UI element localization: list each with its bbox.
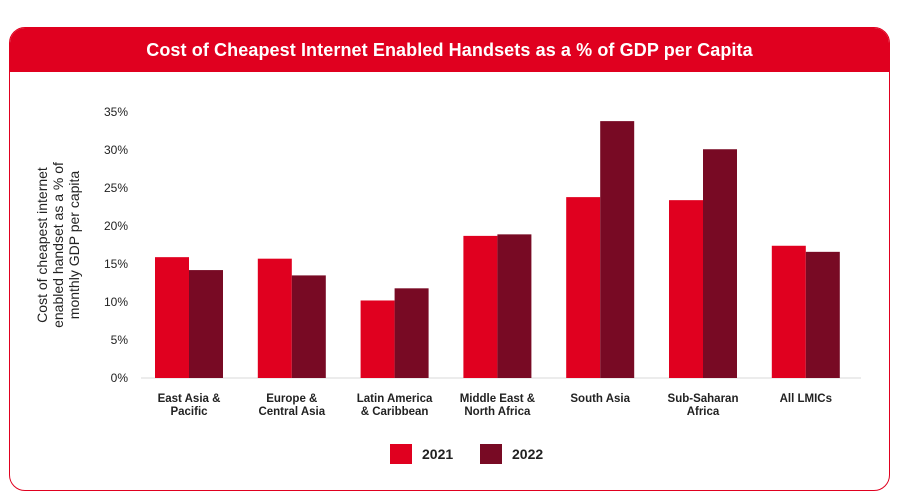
- y-axis-title-line: monthly GDP per capita: [66, 171, 82, 320]
- x-tick-label: Sub-Saharan: [668, 393, 739, 405]
- x-tick-label: Central Asia: [258, 406, 325, 418]
- bar-2022: [189, 270, 223, 378]
- legend-item-2021: 2021: [390, 444, 453, 464]
- y-axis-ticks: 0% 5% 10% 15% 20% 25% 30% 35%: [104, 105, 128, 385]
- y-tick-label: 5%: [111, 333, 129, 347]
- x-tick-label: Pacific: [170, 406, 208, 418]
- x-tick-label: Europe &: [266, 393, 317, 405]
- bar-2021: [566, 197, 601, 378]
- bar-2021: [771, 245, 806, 378]
- x-tick-label: Latin America: [357, 393, 433, 405]
- bar-2022: [703, 149, 737, 378]
- y-axis-title-line: enabled handset as a % of: [50, 162, 66, 328]
- bar-2022: [805, 251, 840, 378]
- bar-2021: [669, 200, 703, 378]
- chart-title: Cost of Cheapest Internet Enabled Handse…: [10, 28, 889, 72]
- legend-swatch: [480, 444, 502, 464]
- bar-2021: [257, 258, 292, 378]
- x-tick-label: East Asia &: [158, 393, 221, 405]
- bar-2021: [463, 235, 498, 378]
- y-tick-label: 0%: [111, 371, 129, 385]
- y-tick-label: 30%: [104, 143, 128, 157]
- legend: 2021 2022: [390, 444, 543, 464]
- legend-label: 2021: [422, 446, 453, 462]
- y-axis-title: Cost of cheapest internet enabled handset…: [34, 162, 82, 328]
- x-axis-labels: East Asia &Pacific Europe &Central Asia La…: [158, 393, 832, 418]
- bar-2022: [497, 234, 532, 378]
- x-tick-label: North Africa: [464, 406, 531, 418]
- y-tick-label: 10%: [104, 295, 128, 309]
- y-tick-label: 25%: [104, 181, 128, 195]
- bar-2022: [394, 288, 429, 378]
- y-tick-label: 35%: [104, 105, 128, 119]
- legend-swatch: [390, 444, 412, 464]
- x-tick-label: Middle East &: [460, 393, 535, 405]
- bar-2021: [360, 300, 395, 378]
- x-tick-label: South Asia: [570, 393, 630, 405]
- legend-label: 2022: [512, 446, 543, 462]
- x-tick-label: All LMICs: [780, 393, 832, 405]
- legend-item-2022: 2022: [480, 444, 543, 464]
- y-tick-label: 20%: [104, 219, 128, 233]
- y-axis-title-line: Cost of cheapest internet: [34, 167, 50, 323]
- x-tick-label: Africa: [687, 406, 720, 418]
- y-tick-label: 15%: [104, 257, 128, 271]
- bar-2022: [291, 275, 326, 378]
- bars: [155, 121, 840, 379]
- bar-2021: [155, 257, 189, 378]
- bar-2022: [600, 121, 635, 379]
- x-tick-label: & Caribbean: [361, 406, 429, 418]
